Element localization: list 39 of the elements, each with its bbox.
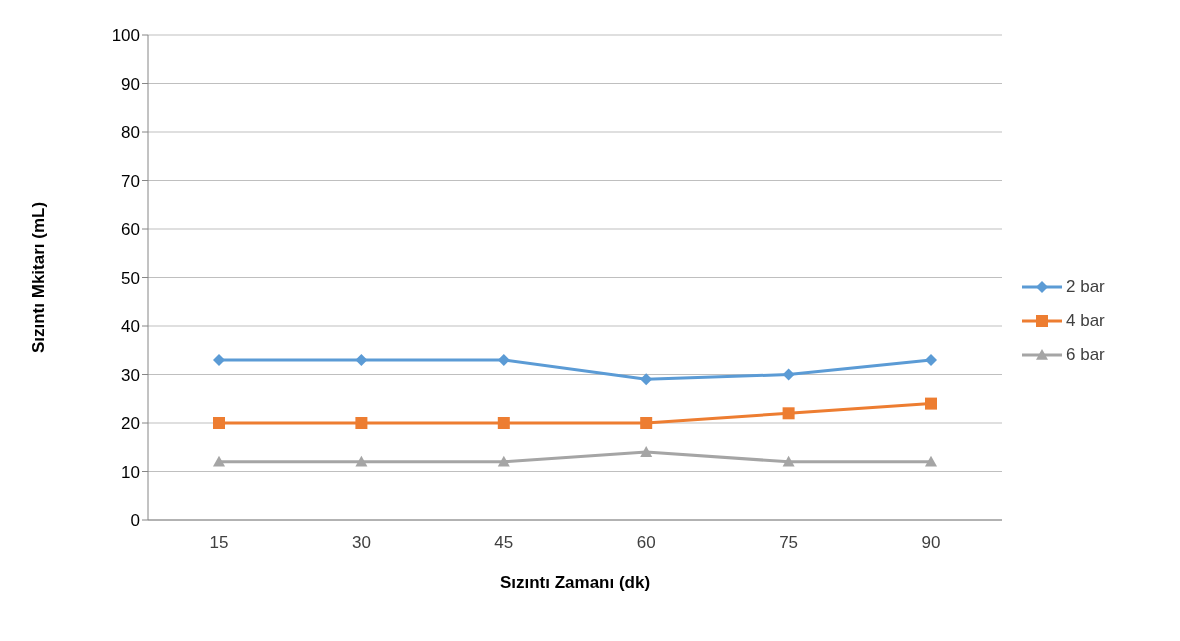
x-axis-title: Sızıntı Zamanı (dk) xyxy=(499,573,651,592)
legend-label: 6 bar xyxy=(1066,344,1105,365)
legend-label: 2 bar xyxy=(1066,276,1105,297)
x-tick-label: 75 xyxy=(779,533,799,553)
y-tick-label: 20 xyxy=(121,414,140,434)
y-tick-label: 80 xyxy=(121,123,140,143)
point xyxy=(640,446,653,457)
y-tick-label: 70 xyxy=(121,171,140,191)
y-tick-label: 60 xyxy=(121,220,140,240)
point xyxy=(355,455,368,467)
legend-label: 4 bar xyxy=(1066,310,1105,331)
x-tick-label: 45 xyxy=(494,533,514,553)
y-tick-label: 10 xyxy=(121,462,140,482)
point xyxy=(213,417,225,429)
y-axis-title: Sızıntı Mkitarı (mL) xyxy=(29,201,49,354)
point xyxy=(782,455,795,467)
x-tick-label: 30 xyxy=(351,533,371,553)
point xyxy=(640,373,653,386)
point xyxy=(213,353,225,366)
point xyxy=(640,417,653,429)
y-tick-label: 40 xyxy=(121,317,140,337)
x-tick-label: 15 xyxy=(209,533,229,553)
y-tick-label: 30 xyxy=(121,365,140,385)
y-tick-label: 100 xyxy=(111,26,140,46)
x-tick-label: 90 xyxy=(921,533,941,553)
point xyxy=(925,397,937,410)
point xyxy=(925,353,937,366)
y-tick-label: 50 xyxy=(121,268,140,288)
point xyxy=(213,455,225,467)
y-tick-label: 90 xyxy=(121,74,140,94)
point xyxy=(355,417,368,429)
point xyxy=(782,368,795,381)
point xyxy=(497,417,510,429)
point xyxy=(925,455,937,467)
x-tick-label: 60 xyxy=(636,533,656,553)
point xyxy=(497,455,510,467)
point xyxy=(355,353,368,366)
point xyxy=(782,407,795,420)
y-tick-label: 0 xyxy=(130,511,140,531)
